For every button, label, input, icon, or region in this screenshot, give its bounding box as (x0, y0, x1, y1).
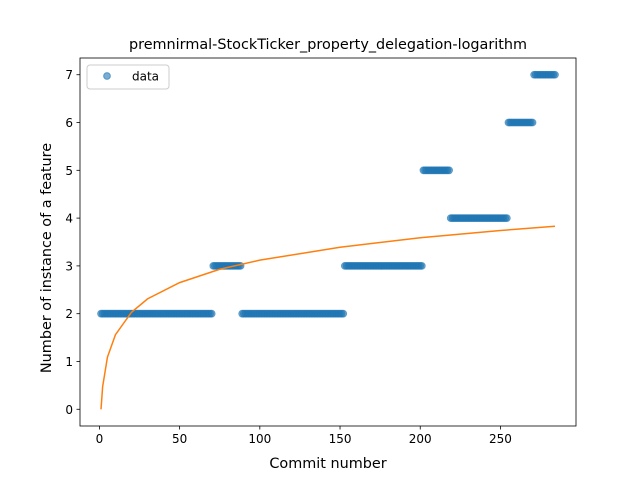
data-point (446, 167, 453, 174)
data-point (503, 215, 510, 222)
x-tick-label: 150 (329, 432, 352, 446)
y-tick-label: 4 (65, 212, 73, 226)
y-tick-label: 7 (65, 68, 73, 82)
x-tick-label: 0 (96, 432, 104, 446)
data-point (418, 262, 425, 269)
data-point (340, 310, 347, 317)
x-axis-label: Commit number (269, 456, 386, 472)
chart-title: premnirmal-StockTicker_property_delegati… (129, 37, 527, 53)
legend-marker (104, 73, 111, 80)
y-tick-label: 6 (65, 116, 73, 130)
legend-label: data (132, 70, 159, 84)
x-tick-label: 250 (489, 432, 512, 446)
y-tick-label: 3 (65, 259, 73, 273)
data-point (552, 71, 559, 78)
x-tick-label: 100 (248, 432, 271, 446)
data-point (208, 310, 215, 317)
y-tick-label: 2 (65, 307, 73, 321)
data-point (529, 119, 536, 126)
y-tick-label: 0 (65, 403, 73, 417)
x-tick-label: 50 (172, 432, 187, 446)
y-tick-label: 5 (65, 164, 73, 178)
x-tick-label: 200 (409, 432, 432, 446)
y-tick-label: 1 (65, 355, 73, 369)
y-axis-label: Number of instance of a feature (39, 143, 55, 373)
